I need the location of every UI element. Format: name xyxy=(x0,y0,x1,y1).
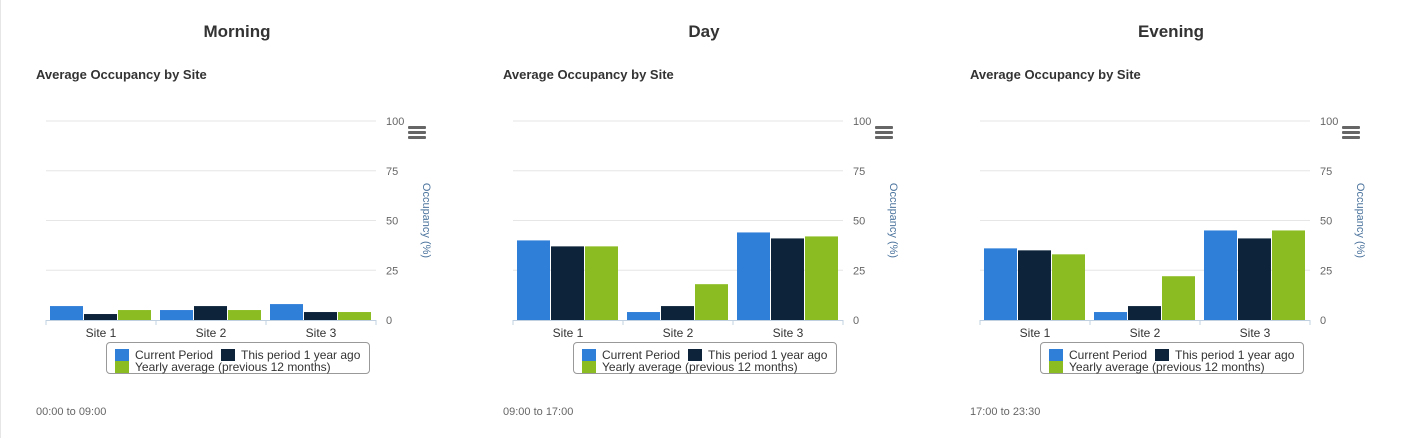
legend-swatch xyxy=(582,361,596,373)
legend-swatch xyxy=(688,349,702,361)
y-tick-label: 25 xyxy=(386,265,398,277)
chart-menu-button[interactable] xyxy=(408,126,426,140)
bar-chart: 0 25 50 75 100 Site 1 Site 2 Site 3 Occupancy (%… xyxy=(512,116,899,340)
y-tick-label: 0 xyxy=(1320,315,1326,327)
legend-item-last-year[interactable]: This period 1 year ago xyxy=(221,348,360,362)
y-tick-label: 0 xyxy=(853,315,859,327)
bar-site-2-series-2[interactable] xyxy=(228,310,261,320)
hamburger-menu-icon xyxy=(875,126,893,129)
legend-item-current-period[interactable]: Current Period xyxy=(115,348,213,362)
legend-item-yearly-average[interactable]: Yearly average (previous 12 months) xyxy=(115,360,331,374)
x-tick-label: Site 3 xyxy=(773,326,804,340)
y-tick-label: 100 xyxy=(1320,116,1338,128)
y-tick-label: 25 xyxy=(1320,265,1332,277)
chart-legend: Current Period This period 1 year ago Ye… xyxy=(573,342,837,374)
bar-site-2-series-1[interactable] xyxy=(1128,306,1161,320)
panel-morning: Morning Average Occupancy by Site 0 25 50 7… xyxy=(36,0,503,438)
time-range: 09:00 to 17:00 xyxy=(503,406,574,418)
bar-chart: 0 25 50 75 100 Site 1 Site 2 Site 3 Occupancy (%… xyxy=(979,116,1366,340)
y-tick-label: 75 xyxy=(1320,166,1332,178)
legend-swatch xyxy=(115,361,129,373)
panel-evening: Evening Average Occupancy by Site 0 25 50 7… xyxy=(970,0,1405,438)
chart-menu-button[interactable] xyxy=(1342,126,1360,140)
legend-item-yearly-average[interactable]: Yearly average (previous 12 months) xyxy=(1049,360,1265,374)
legend-swatch xyxy=(1049,349,1063,361)
y-axis-title: Occupancy (%) xyxy=(420,183,432,258)
bar-site-1-series-1[interactable] xyxy=(551,246,584,320)
bar-site-1-series-2[interactable] xyxy=(118,310,151,320)
bar-site-1-series-0[interactable] xyxy=(50,306,83,320)
bar-site-1-series-0[interactable] xyxy=(984,248,1017,320)
bar-site-2-series-1[interactable] xyxy=(194,306,227,320)
page-left-border xyxy=(0,0,1,438)
x-tick-label: Site 1 xyxy=(553,326,584,340)
chart-legend: Current Period This period 1 year ago Ye… xyxy=(1040,342,1304,374)
bar-site-1-series-2[interactable] xyxy=(1052,254,1085,320)
legend-swatch xyxy=(221,349,235,361)
bar-site-2-series-0[interactable] xyxy=(1094,312,1127,320)
bar-site-3-series-2[interactable] xyxy=(805,236,838,320)
bar-chart: 0 25 50 75 100 Site 1 Site 2 Site 3 Occupancy (%… xyxy=(45,116,432,340)
y-tick-label: 75 xyxy=(386,166,398,178)
chart-legend: Current Period This period 1 year ago Ye… xyxy=(106,342,370,374)
bar-site-1-series-1[interactable] xyxy=(84,314,117,320)
bar-site-1-series-1[interactable] xyxy=(1018,250,1051,320)
legend-item-current-period[interactable]: Current Period xyxy=(1049,348,1147,362)
y-tick-label: 100 xyxy=(853,116,871,128)
bar-site-1-series-2[interactable] xyxy=(585,246,618,320)
hamburger-menu-icon xyxy=(408,126,426,129)
chart-menu-button[interactable] xyxy=(875,126,893,140)
bar-site-1-series-0[interactable] xyxy=(517,240,550,320)
bar-site-3-series-0[interactable] xyxy=(270,304,303,320)
y-axis-title: Occupancy (%) xyxy=(1354,183,1366,258)
legend-item-last-year[interactable]: This period 1 year ago xyxy=(1155,348,1294,362)
bar-site-2-series-0[interactable] xyxy=(627,312,660,320)
y-tick-label: 75 xyxy=(853,166,865,178)
legend-swatch xyxy=(1049,361,1063,373)
panel-title: Morning xyxy=(203,22,271,41)
chart-title: Average Occupancy by Site xyxy=(503,67,674,82)
x-tick-label: Site 3 xyxy=(1240,326,1271,340)
panel-day: Day Average Occupancy by Site 0 25 50 75 100… xyxy=(503,0,970,438)
bar-site-2-series-2[interactable] xyxy=(1162,276,1195,320)
panel-title: Evening xyxy=(1137,22,1205,41)
chart-title: Average Occupancy by Site xyxy=(970,67,1141,82)
bar-site-3-series-1[interactable] xyxy=(1238,238,1271,320)
legend-swatch xyxy=(582,349,596,361)
legend-item-last-year[interactable]: This period 1 year ago xyxy=(688,348,827,362)
legend-item-yearly-average[interactable]: Yearly average (previous 12 months) xyxy=(582,360,798,374)
y-axis-title: Occupancy (%) xyxy=(887,183,899,258)
bar-site-3-series-0[interactable] xyxy=(1204,230,1237,320)
bar-site-3-series-2[interactable] xyxy=(338,312,371,320)
bar-site-3-series-2[interactable] xyxy=(1272,230,1305,320)
x-tick-label: Site 2 xyxy=(196,326,227,340)
y-tick-label: 50 xyxy=(386,216,398,228)
chart-title: Average Occupancy by Site xyxy=(36,67,207,82)
y-tick-label: 50 xyxy=(853,216,865,228)
bar-site-2-series-0[interactable] xyxy=(160,310,193,320)
x-tick-label: Site 2 xyxy=(663,326,694,340)
bar-site-2-series-1[interactable] xyxy=(661,306,694,320)
bar-site-3-series-1[interactable] xyxy=(771,238,804,320)
legend-swatch xyxy=(115,349,129,361)
x-tick-label: Site 3 xyxy=(306,326,337,340)
legend-swatch xyxy=(1155,349,1169,361)
panel-title: Day xyxy=(688,22,720,41)
legend-item-current-period[interactable]: Current Period xyxy=(582,348,680,362)
y-tick-label: 50 xyxy=(1320,216,1332,228)
y-tick-label: 100 xyxy=(386,116,404,128)
time-range: 00:00 to 09:00 xyxy=(36,406,107,418)
time-range: 17:00 to 23:30 xyxy=(970,406,1041,418)
bar-site-3-series-1[interactable] xyxy=(304,312,337,320)
bar-site-3-series-0[interactable] xyxy=(737,232,770,320)
x-tick-label: Site 1 xyxy=(86,326,117,340)
x-tick-label: Site 2 xyxy=(1130,326,1161,340)
y-tick-label: 0 xyxy=(386,315,392,327)
bar-site-2-series-2[interactable] xyxy=(695,284,728,320)
hamburger-menu-icon xyxy=(1342,126,1360,129)
y-tick-label: 25 xyxy=(853,265,865,277)
x-tick-label: Site 1 xyxy=(1020,326,1051,340)
